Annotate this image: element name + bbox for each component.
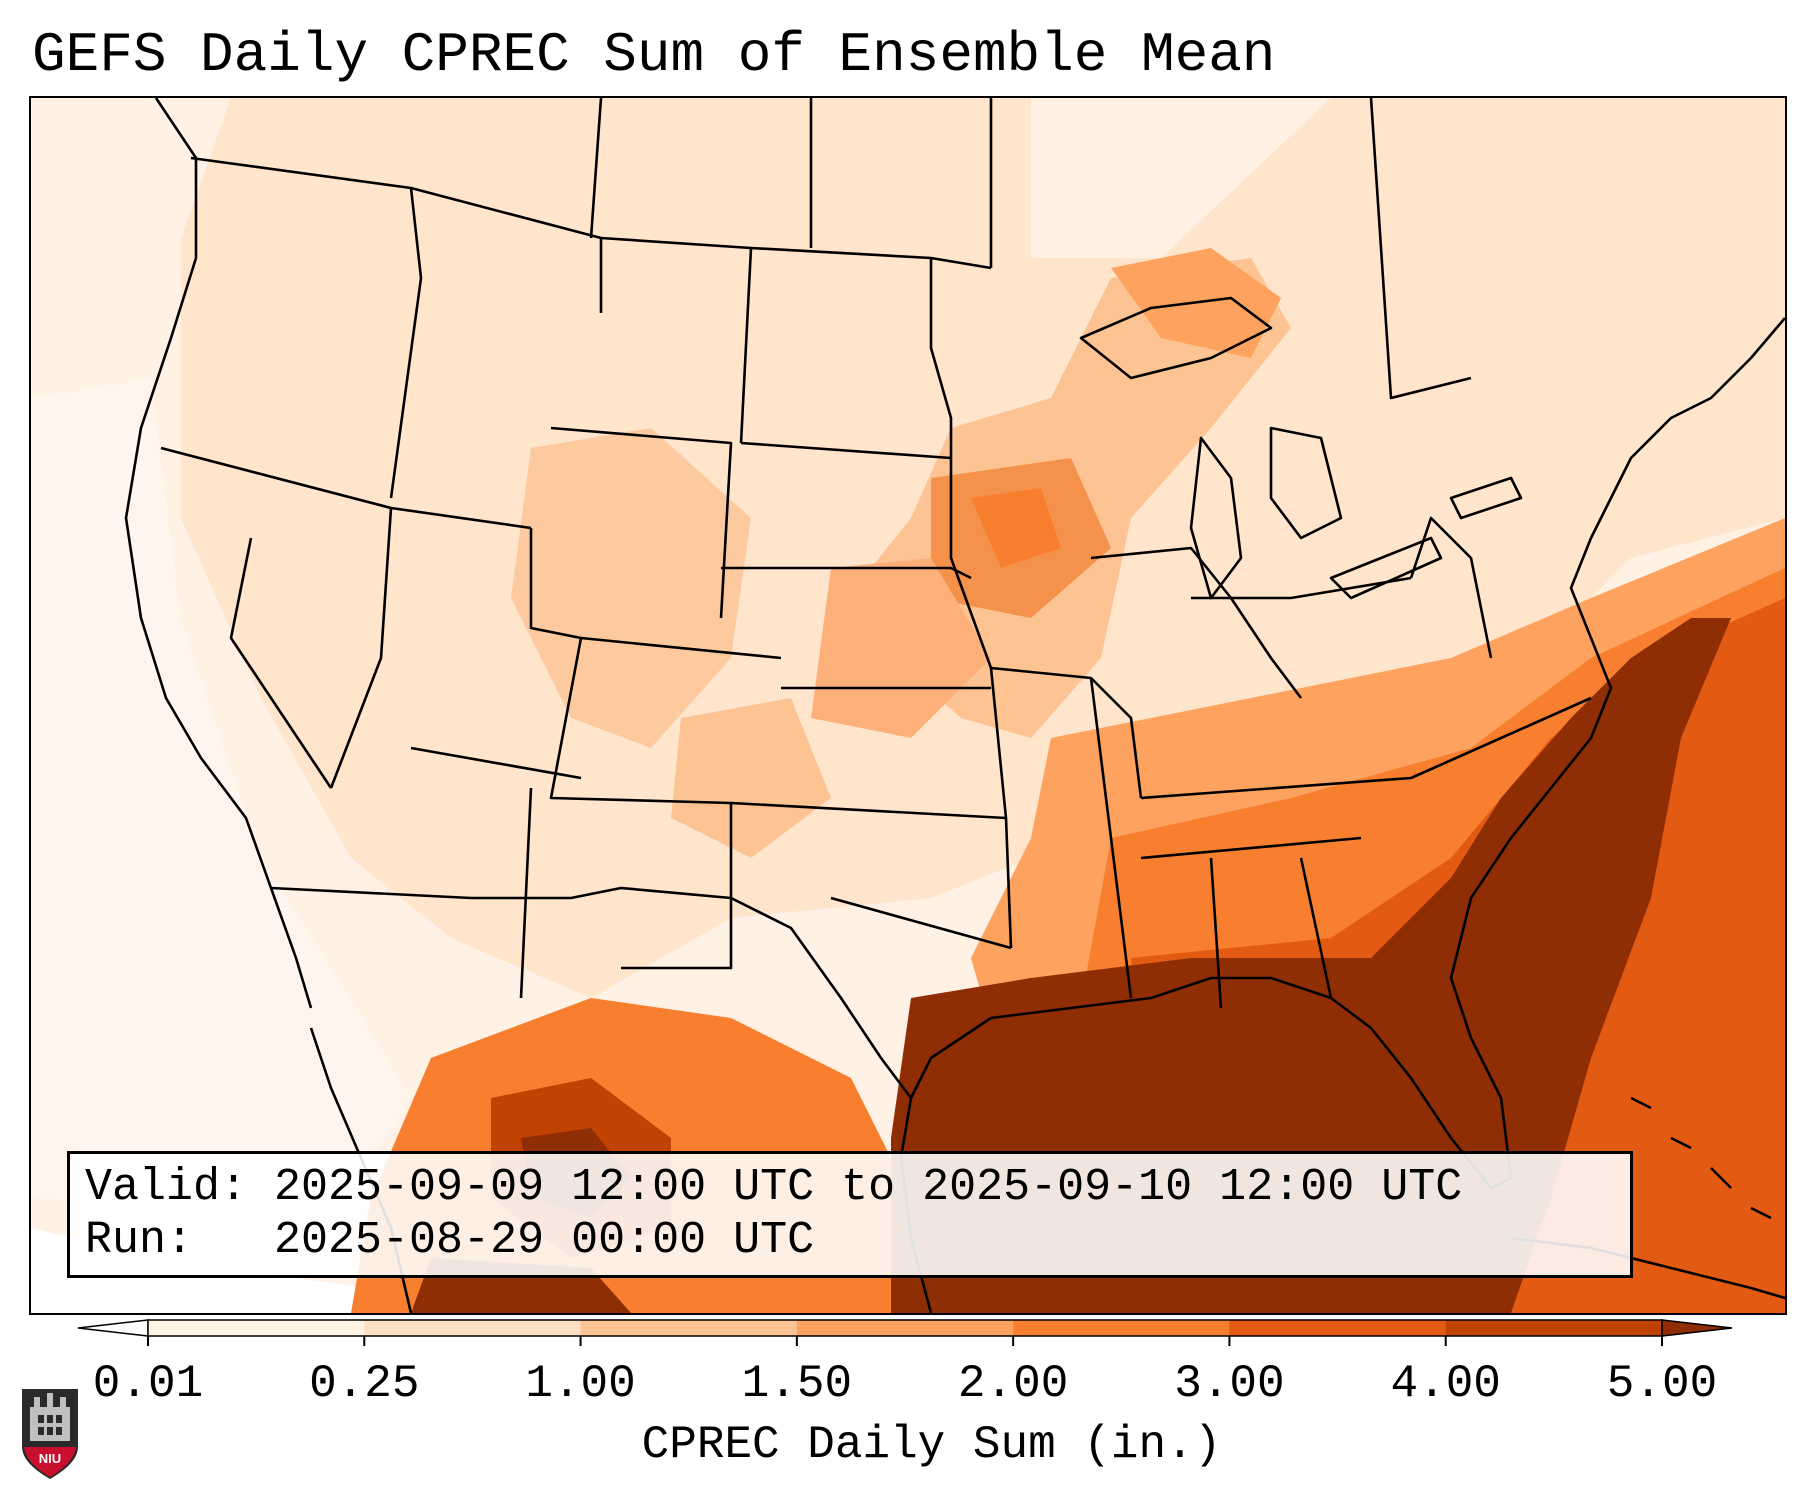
state-line-26 <box>1409 516 1493 659</box>
great-lakes-superior <box>1079 296 1273 380</box>
run-time-text: Run: 2025-08-29 00:00 UTC <box>85 1215 815 1266</box>
map-canvas <box>31 98 1785 1313</box>
canada-province-line-3 <box>589 98 603 239</box>
colorbar-segment <box>1445 1320 1663 1336</box>
colorbar-segment <box>580 1320 798 1336</box>
great-lakes-ontario <box>1449 476 1523 520</box>
colorbar-tick-label: 5.00 <box>1606 1358 1718 1410</box>
colorbar-segment <box>796 1320 1014 1336</box>
niu-castle-logo: NIU <box>22 1389 78 1479</box>
colorbar-tick-label: 2.00 <box>957 1358 1069 1410</box>
state-line-15 <box>721 566 972 580</box>
great-lakes-huron <box>1269 426 1343 540</box>
state-line-18 <box>830 896 1012 950</box>
colorbar-extend-high <box>1661 1319 1733 1337</box>
map-title: GEFS Daily CPREC Sum of Ensemble Mean <box>32 23 1276 87</box>
precip-high-iowa-core <box>971 488 1061 568</box>
state-line-11 <box>739 247 753 444</box>
precip-new-mexico <box>671 698 831 858</box>
precip-moderate-kansas <box>811 558 991 738</box>
state-line-20 <box>1089 677 1133 999</box>
state-line-8 <box>410 746 582 780</box>
state-line-22 <box>1140 696 1592 800</box>
valid-time-text: Valid: 2025-09-09 12:00 UTC to 2025-09-1… <box>85 1162 1463 1213</box>
state-line-7 <box>549 637 732 805</box>
logo-text: NIU <box>39 1451 61 1466</box>
bahamas-islands <box>1630 1096 1772 1220</box>
colorbar <box>77 1319 1733 1346</box>
run-info-box: Valid: 2025-09-09 12:00 UTC to 2025-09-1… <box>67 1151 1633 1278</box>
canada-province-line-4 <box>1369 98 1472 400</box>
state-line-27 <box>1191 576 1412 600</box>
state-line-10 <box>621 803 733 970</box>
gulf-coastline <box>909 317 1785 1190</box>
colorbar-tick-label: 4.00 <box>1390 1358 1501 1410</box>
colorbar-outline <box>147 1319 1663 1337</box>
colorbar-segment <box>1229 1320 1447 1336</box>
colorbar-tick-label: 1.50 <box>741 1358 853 1410</box>
state-line-25 <box>1299 857 1333 999</box>
precip-extreme-gulf-atlantic <box>891 618 1731 1313</box>
colorbar-tick-label: 0.01 <box>92 1358 204 1410</box>
us-canada-border <box>190 156 992 270</box>
colorbar-label: CPREC Daily Sum (in.) <box>641 1419 1222 1471</box>
colorbar-tick-label: 0.25 <box>309 1358 420 1410</box>
state-line-5 <box>550 426 733 619</box>
colorbar-segment <box>364 1320 582 1336</box>
state-line-21 <box>990 666 1143 799</box>
map-borders <box>124 98 1785 1313</box>
domain-edge-left <box>31 1228 671 1313</box>
colorbar-segment <box>148 1320 365 1336</box>
state-line-24 <box>1209 857 1223 1009</box>
precipitation-map: Valid: 2025-09-09 12:00 UTC to 2025-09-1… <box>29 96 1787 1315</box>
state-line-4 <box>389 187 423 499</box>
great-lakes-michigan <box>1189 436 1243 600</box>
state-line-3 <box>329 507 393 789</box>
state-line-6 <box>529 528 782 660</box>
precip-rockies <box>511 428 751 748</box>
state-line-2 <box>229 537 333 789</box>
great-lakes-erie <box>1329 536 1443 600</box>
colorbar-extend-low <box>77 1319 149 1337</box>
pale-west-field <box>31 378 411 1228</box>
state-line-23 <box>1140 836 1362 860</box>
colorbar-tick-label: 1.00 <box>525 1358 636 1410</box>
state-line-14 <box>740 441 952 460</box>
state-line-17 <box>730 801 1007 820</box>
state-line-9 <box>519 787 533 999</box>
colorbar-segment <box>1013 1320 1230 1336</box>
colorbar-tick-label: 3.00 <box>1174 1358 1285 1410</box>
